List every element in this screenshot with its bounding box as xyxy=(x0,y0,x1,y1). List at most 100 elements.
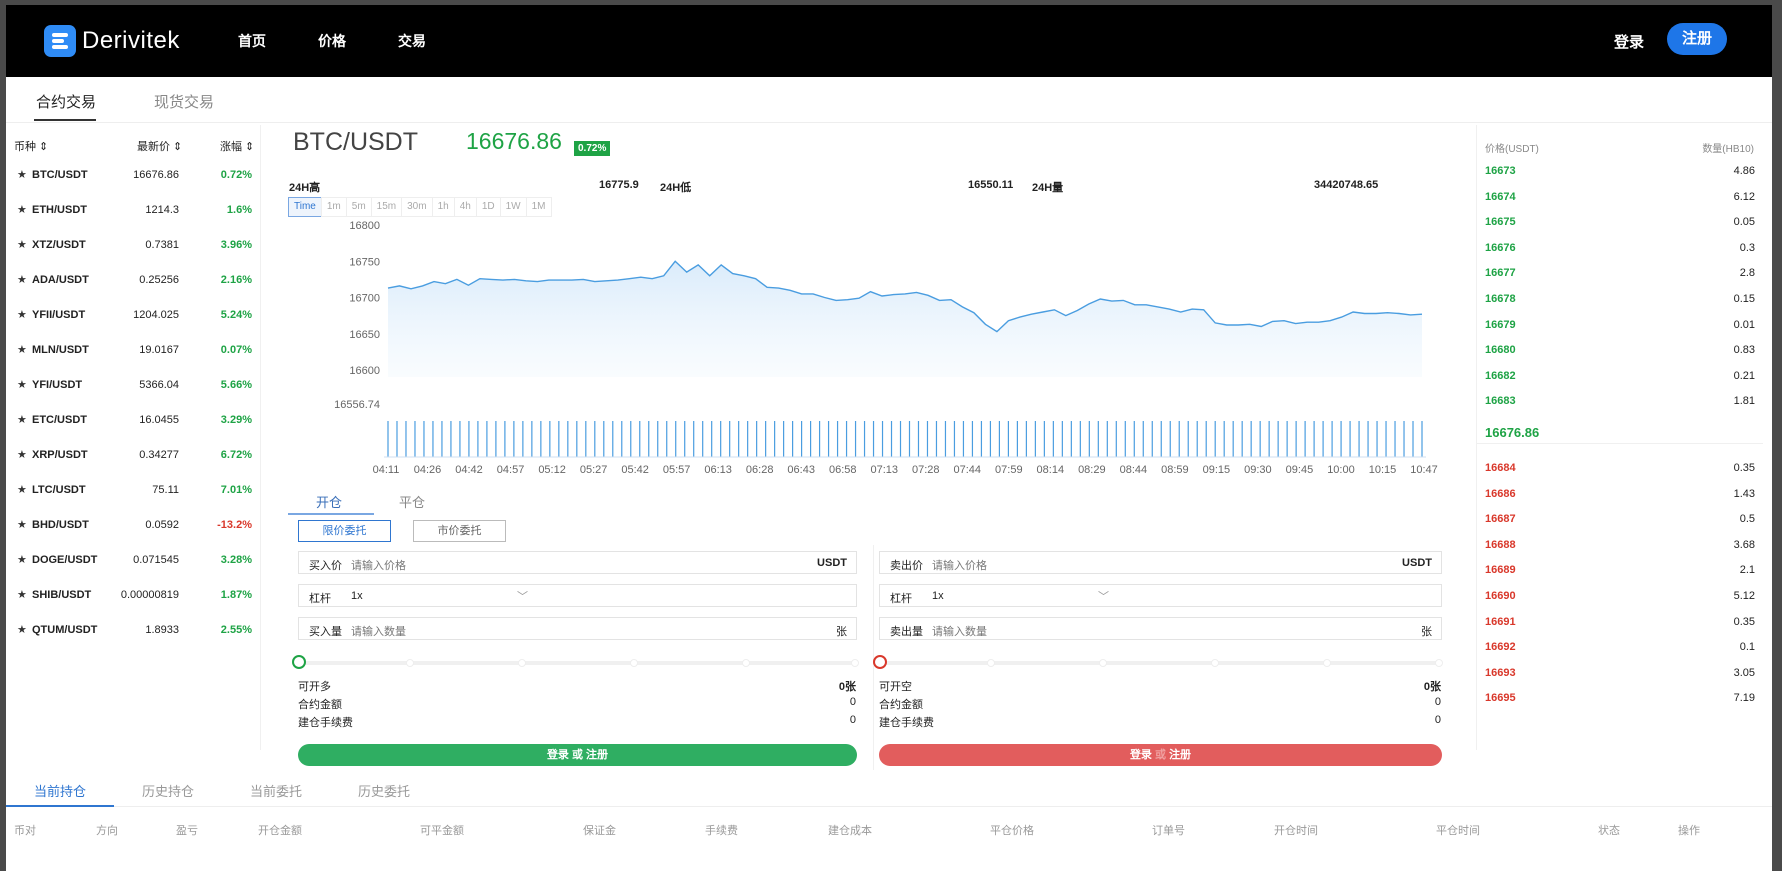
limit-order-button[interactable]: 限价委托 xyxy=(298,520,391,542)
brand-logo[interactable]: Derivitek xyxy=(44,25,180,57)
star-icon[interactable]: ★ xyxy=(17,344,27,356)
nav-prices[interactable]: 价格 xyxy=(318,33,346,49)
sell-leverage-select[interactable]: 杠杆 1x ﹀ xyxy=(879,584,1442,607)
sell-login-register-button[interactable]: 登录 或 注册 xyxy=(879,744,1442,766)
nav-trade[interactable]: 交易 xyxy=(398,33,426,49)
buy-price-field[interactable]: 买入价 请输入价格 USDT xyxy=(298,551,857,574)
orderbook-ask-row[interactable]: 16691 0.35 xyxy=(1477,610,1763,636)
coin-row[interactable]: ★ MLN/USDT 19.0167 0.07% xyxy=(6,334,261,368)
buy-quantity-field[interactable]: 买入量 请输入数量 张 xyxy=(298,617,857,640)
buy-login-register-button[interactable]: 登录 或 注册 xyxy=(298,744,857,766)
tab-futures[interactable]: 合约交易 xyxy=(36,94,97,111)
star-icon[interactable]: ★ xyxy=(17,449,27,461)
y-tick-label: 16750 xyxy=(349,256,380,268)
orderbook-ask-row[interactable]: 16690 5.12 xyxy=(1477,584,1763,610)
register-button[interactable]: 注册 xyxy=(1667,23,1727,55)
ask-price: 16692 xyxy=(1485,641,1516,654)
orderbook-ask-row[interactable]: 16695 7.19 xyxy=(1477,686,1763,712)
slider-tick[interactable] xyxy=(406,659,414,667)
orderbook-ask-row[interactable]: 16689 2.1 xyxy=(1477,558,1763,584)
x-tick-label: 06:28 xyxy=(746,464,774,476)
coin-change: 3.96% xyxy=(220,239,252,251)
orderbook-ask-row[interactable]: 16692 0.1 xyxy=(1477,635,1763,661)
coin-row[interactable]: ★ QTUM/USDT 1.8933 2.55% xyxy=(6,614,261,648)
sell-percentage-slider[interactable] xyxy=(873,655,1443,669)
tab-current-orders[interactable]: 当前委托 xyxy=(250,784,303,799)
tab-history-orders[interactable]: 历史委托 xyxy=(358,784,411,799)
orderbook-bid-row[interactable]: 16683 1.81 xyxy=(1477,389,1763,415)
price-header[interactable]: 最新价 ⇕ xyxy=(137,141,183,153)
coin-row[interactable]: ★ BHD/USDT 0.0592 -13.2% xyxy=(6,509,261,543)
star-icon[interactable]: ★ xyxy=(17,484,27,496)
orderbook-bid-row[interactable]: 16680 0.83 xyxy=(1477,338,1763,364)
buy-leverage-select[interactable]: 杠杆 1x ﹀ xyxy=(298,584,857,607)
star-icon[interactable]: ★ xyxy=(17,379,27,391)
sell-slider-handle[interactable] xyxy=(873,655,887,669)
coin-row[interactable]: ★ YFI/USDT 5366.04 5.66% xyxy=(6,369,261,403)
orderbook-ask-row[interactable]: 16688 3.68 xyxy=(1477,533,1763,559)
x-tick-label: 08:14 xyxy=(1037,464,1065,476)
slider-tick[interactable] xyxy=(518,659,526,667)
nav-home[interactable]: 首页 xyxy=(238,33,266,49)
slider-tick[interactable] xyxy=(1211,659,1219,667)
orderbook-ask-row[interactable]: 16693 3.05 xyxy=(1477,661,1763,687)
orderbook-ask-row[interactable]: 16687 0.5 xyxy=(1477,507,1763,533)
star-icon[interactable]: ★ xyxy=(17,624,27,636)
tab-current-positions[interactable]: 当前持仓 xyxy=(34,784,87,799)
orderbook-bid-row[interactable]: 16679 0.01 xyxy=(1477,313,1763,339)
star-icon[interactable]: ★ xyxy=(17,204,27,216)
coin-row[interactable]: ★ XRP/USDT 0.34277 6.72% xyxy=(6,439,261,473)
login-link[interactable]: 登录 xyxy=(1614,34,1645,51)
star-icon[interactable]: ★ xyxy=(17,554,27,566)
slider-tick[interactable] xyxy=(1323,659,1331,667)
sell-price-field[interactable]: 卖出价 请输入价格 USDT xyxy=(879,551,1442,574)
orderbook-bid-row[interactable]: 16678 0.15 xyxy=(1477,287,1763,313)
coin-header[interactable]: 币种 ⇕ xyxy=(14,141,49,153)
price-chart[interactable]: 16800 16750 16700 16650 16600 16556.74 04:11 04… xyxy=(288,210,1438,480)
market-order-button[interactable]: 市价委托 xyxy=(413,520,506,542)
bid-qty: 2.8 xyxy=(1739,267,1755,280)
tab-open-position[interactable]: 开仓 xyxy=(316,495,343,510)
slider-tick[interactable] xyxy=(987,659,995,667)
slider-tick[interactable] xyxy=(1435,659,1443,667)
star-icon[interactable]: ★ xyxy=(17,274,27,286)
star-icon[interactable]: ★ xyxy=(17,589,27,601)
slider-tick[interactable] xyxy=(742,659,750,667)
orderbook-bid-row[interactable]: 16682 0.21 xyxy=(1477,364,1763,390)
orderbook-bid-row[interactable]: 16674 6.12 xyxy=(1477,185,1763,211)
tab-close-position[interactable]: 平仓 xyxy=(399,495,426,510)
x-tick-label: 05:12 xyxy=(538,464,566,476)
change-header[interactable]: 涨幅 ⇕ xyxy=(220,141,255,153)
coin-row[interactable]: ★ BTC/USDT 16676.86 0.72% xyxy=(6,159,261,193)
coin-change: 0.72% xyxy=(220,169,252,181)
sell-quantity-field[interactable]: 卖出量 请输入数量 张 xyxy=(879,617,1442,640)
star-icon[interactable]: ★ xyxy=(17,309,27,321)
coin-row[interactable]: ★ ETC/USDT 16.0455 3.29% xyxy=(6,404,261,438)
orderbook-bid-row[interactable]: 16677 2.8 xyxy=(1477,261,1763,287)
coin-row[interactable]: ★ ETH/USDT 1214.3 1.6% xyxy=(6,194,261,228)
orderbook-ask-row[interactable]: 16684 0.35 xyxy=(1477,456,1763,482)
coin-row[interactable]: ★ DOGE/USDT 0.071545 3.28% xyxy=(6,544,261,578)
coin-row[interactable]: ★ YFII/USDT 1204.025 5.24% xyxy=(6,299,261,333)
sell-price-placeholder: 请输入价格 xyxy=(932,560,987,572)
buy-slider-handle[interactable] xyxy=(292,655,306,669)
star-icon[interactable]: ★ xyxy=(17,519,27,531)
coin-row[interactable]: ★ XTZ/USDT 0.7381 3.96% xyxy=(6,229,261,263)
orderbook-bid-row[interactable]: 16673 4.86 xyxy=(1477,159,1763,185)
slider-tick[interactable] xyxy=(851,659,859,667)
tab-history-positions[interactable]: 历史持仓 xyxy=(142,784,195,799)
star-icon[interactable]: ★ xyxy=(17,239,27,251)
buy-percentage-slider[interactable] xyxy=(292,655,859,669)
interval-1mo[interactable]: 1M xyxy=(525,197,552,217)
coin-row[interactable]: ★ ADA/USDT 0.25256 2.16% xyxy=(6,264,261,298)
slider-tick[interactable] xyxy=(1099,659,1107,667)
orderbook-bid-row[interactable]: 16676 0.3 xyxy=(1477,236,1763,262)
slider-tick[interactable] xyxy=(630,659,638,667)
tab-spot[interactable]: 现货交易 xyxy=(154,94,215,111)
orderbook-ask-row[interactable]: 16686 1.43 xyxy=(1477,482,1763,508)
coin-row[interactable]: ★ LTC/USDT 75.11 7.01% xyxy=(6,474,261,508)
coin-row[interactable]: ★ SHIB/USDT 0.00000819 1.87% xyxy=(6,579,261,613)
star-icon[interactable]: ★ xyxy=(17,414,27,426)
orderbook-bid-row[interactable]: 16675 0.05 xyxy=(1477,210,1763,236)
star-icon[interactable]: ★ xyxy=(17,169,27,181)
